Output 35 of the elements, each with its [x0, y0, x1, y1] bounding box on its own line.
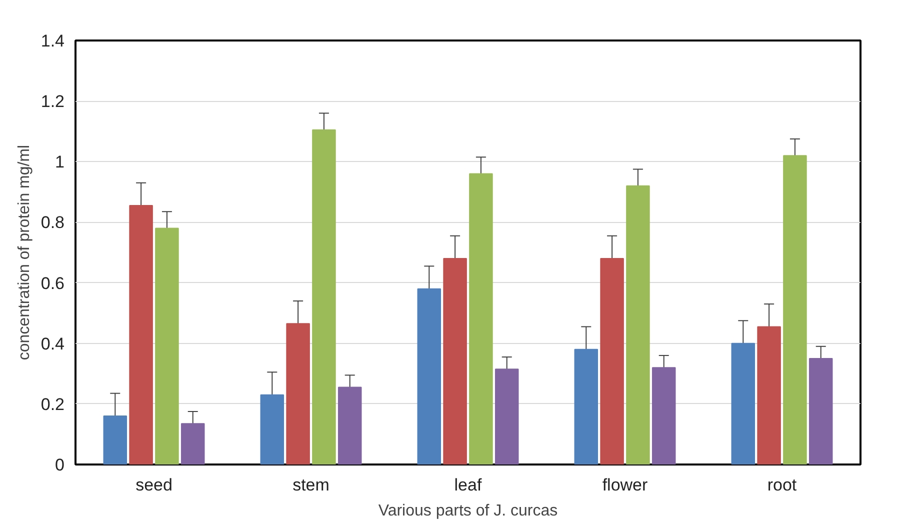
- bar: [338, 386, 362, 464]
- bar: [180, 423, 205, 464]
- bar: [469, 173, 493, 464]
- bar: [417, 288, 442, 464]
- bar: [731, 342, 756, 464]
- x-tick-label: flower: [602, 476, 648, 494]
- y-tick-label: 0.2: [40, 394, 65, 414]
- x-tick-label: stem: [292, 476, 330, 494]
- bar: [574, 348, 598, 464]
- y-axis-title: concentration of protein mg/ml: [16, 144, 33, 360]
- bar: [757, 326, 781, 464]
- x-axis-title: Various parts of J. curcas: [378, 502, 558, 520]
- x-tick-label: seed: [136, 476, 172, 494]
- bar: [652, 367, 676, 464]
- y-tick-label: 1: [55, 152, 65, 172]
- bar: [155, 228, 179, 464]
- x-tick-label: leaf: [454, 476, 482, 494]
- bar: [600, 258, 624, 464]
- bar: [129, 205, 153, 464]
- y-tick-label: 0.4: [40, 334, 65, 354]
- y-tick-label: 0.6: [40, 274, 65, 293]
- bar: [494, 368, 519, 464]
- bar: [808, 358, 833, 464]
- bar: [443, 258, 467, 464]
- x-tick-label: root: [767, 476, 797, 494]
- y-tick-label: 1.2: [40, 92, 65, 112]
- y-tick-label: 0.8: [40, 213, 65, 232]
- bar: [312, 129, 336, 464]
- bar: [103, 416, 128, 464]
- y-tick-label: 1.4: [40, 32, 65, 50]
- bar: [286, 323, 310, 464]
- bar: [783, 155, 807, 464]
- bar: [626, 185, 650, 464]
- bar: [260, 394, 284, 464]
- y-tick-label: 0: [55, 456, 65, 474]
